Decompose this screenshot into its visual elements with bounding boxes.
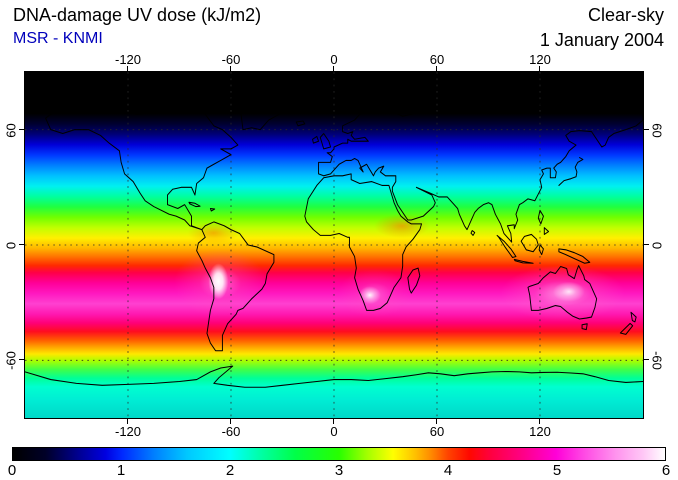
axis-tick	[230, 66, 231, 71]
source-label: MSR - KNMI	[13, 30, 103, 47]
lon-tick-label-top: 60	[429, 52, 445, 67]
axis-tick	[333, 419, 334, 424]
coastline-antarctica	[25, 365, 643, 388]
colorbar-tick-label: 4	[443, 462, 453, 479]
axis-tick	[19, 359, 24, 360]
colorbar-tick-label: 0	[7, 462, 17, 479]
axis-tick	[127, 66, 128, 71]
colorbar-tick-label: 6	[661, 462, 671, 479]
lon-tick-label-top: 0	[330, 52, 338, 67]
axis-tick	[127, 419, 128, 424]
lon-tick-label-bottom: -120	[114, 424, 142, 439]
axis-tick	[230, 419, 231, 424]
lon-tick-label-bottom: -60	[221, 424, 241, 439]
axis-tick	[19, 244, 24, 245]
coastline-africa	[304, 173, 423, 311]
axis-tick	[539, 66, 540, 71]
lon-tick-label-top: -120	[114, 52, 142, 67]
coastline-new-guinea	[558, 248, 591, 264]
coastline-iceland	[295, 120, 306, 127]
coastline-south-america	[196, 221, 275, 352]
colorbar-tick-label: 5	[552, 462, 562, 479]
coastline-madagascar	[407, 267, 421, 294]
coastline-hispaniola	[209, 207, 216, 212]
date-label: 1 January 2004	[539, 30, 664, 50]
coastline-philippines	[537, 209, 550, 235]
graticule	[25, 72, 643, 418]
coastline-australia	[527, 265, 598, 320]
axis-tick	[19, 129, 24, 130]
coastline-sri-lanka	[470, 230, 476, 236]
lat-tick-label-right: 0	[649, 241, 665, 250]
coastline-sumatra	[496, 234, 517, 259]
coastline-java	[513, 258, 534, 264]
axis-tick	[436, 66, 437, 71]
axis-tick	[436, 419, 437, 424]
coastline-japan	[558, 157, 584, 186]
colorbar-tick-label: 1	[116, 462, 126, 479]
lat-tick-label-left: 0	[3, 241, 19, 250]
colorbar-tick-label: 3	[334, 462, 344, 479]
coastlines	[25, 90, 643, 388]
condition-label: Clear-sky	[587, 5, 664, 25]
colorbar-gradient	[13, 448, 665, 460]
coastline-north-america	[45, 104, 239, 231]
colorbar-tick-label: 2	[225, 462, 235, 479]
axis-tick	[333, 66, 334, 71]
coastline-new-zealand	[619, 311, 637, 335]
lon-tick-label-bottom: 120	[529, 424, 551, 439]
axis-tick	[644, 129, 649, 130]
lon-tick-label-top: -60	[221, 52, 241, 67]
coastline-borneo	[520, 233, 539, 253]
lat-tick-label-right: -60	[649, 351, 665, 370]
colorbar	[12, 447, 666, 461]
lon-tick-label-bottom: 0	[330, 424, 338, 439]
lat-tick-label-right: 60	[649, 123, 665, 138]
world-map	[24, 71, 644, 419]
coastline-cuba	[188, 201, 201, 208]
coastline-sulawesi	[538, 244, 544, 256]
lon-tick-label-top: 120	[529, 52, 551, 67]
map-overlay	[25, 72, 643, 418]
axis-tick	[539, 419, 540, 424]
coastline-britain	[319, 132, 332, 150]
lon-tick-label-bottom: 60	[429, 424, 445, 439]
page-title: DNA-damage UV dose (kJ/m2)	[13, 5, 262, 25]
coastline-eurasia	[318, 98, 643, 243]
axis-tick	[644, 244, 649, 245]
coastline-ireland	[312, 135, 320, 144]
coastline-tasmania	[581, 323, 588, 331]
coastline-greenland	[230, 90, 297, 131]
lat-tick-label-left: 60	[3, 123, 19, 138]
axis-tick	[644, 359, 649, 360]
lat-tick-label-left: -60	[3, 351, 19, 370]
